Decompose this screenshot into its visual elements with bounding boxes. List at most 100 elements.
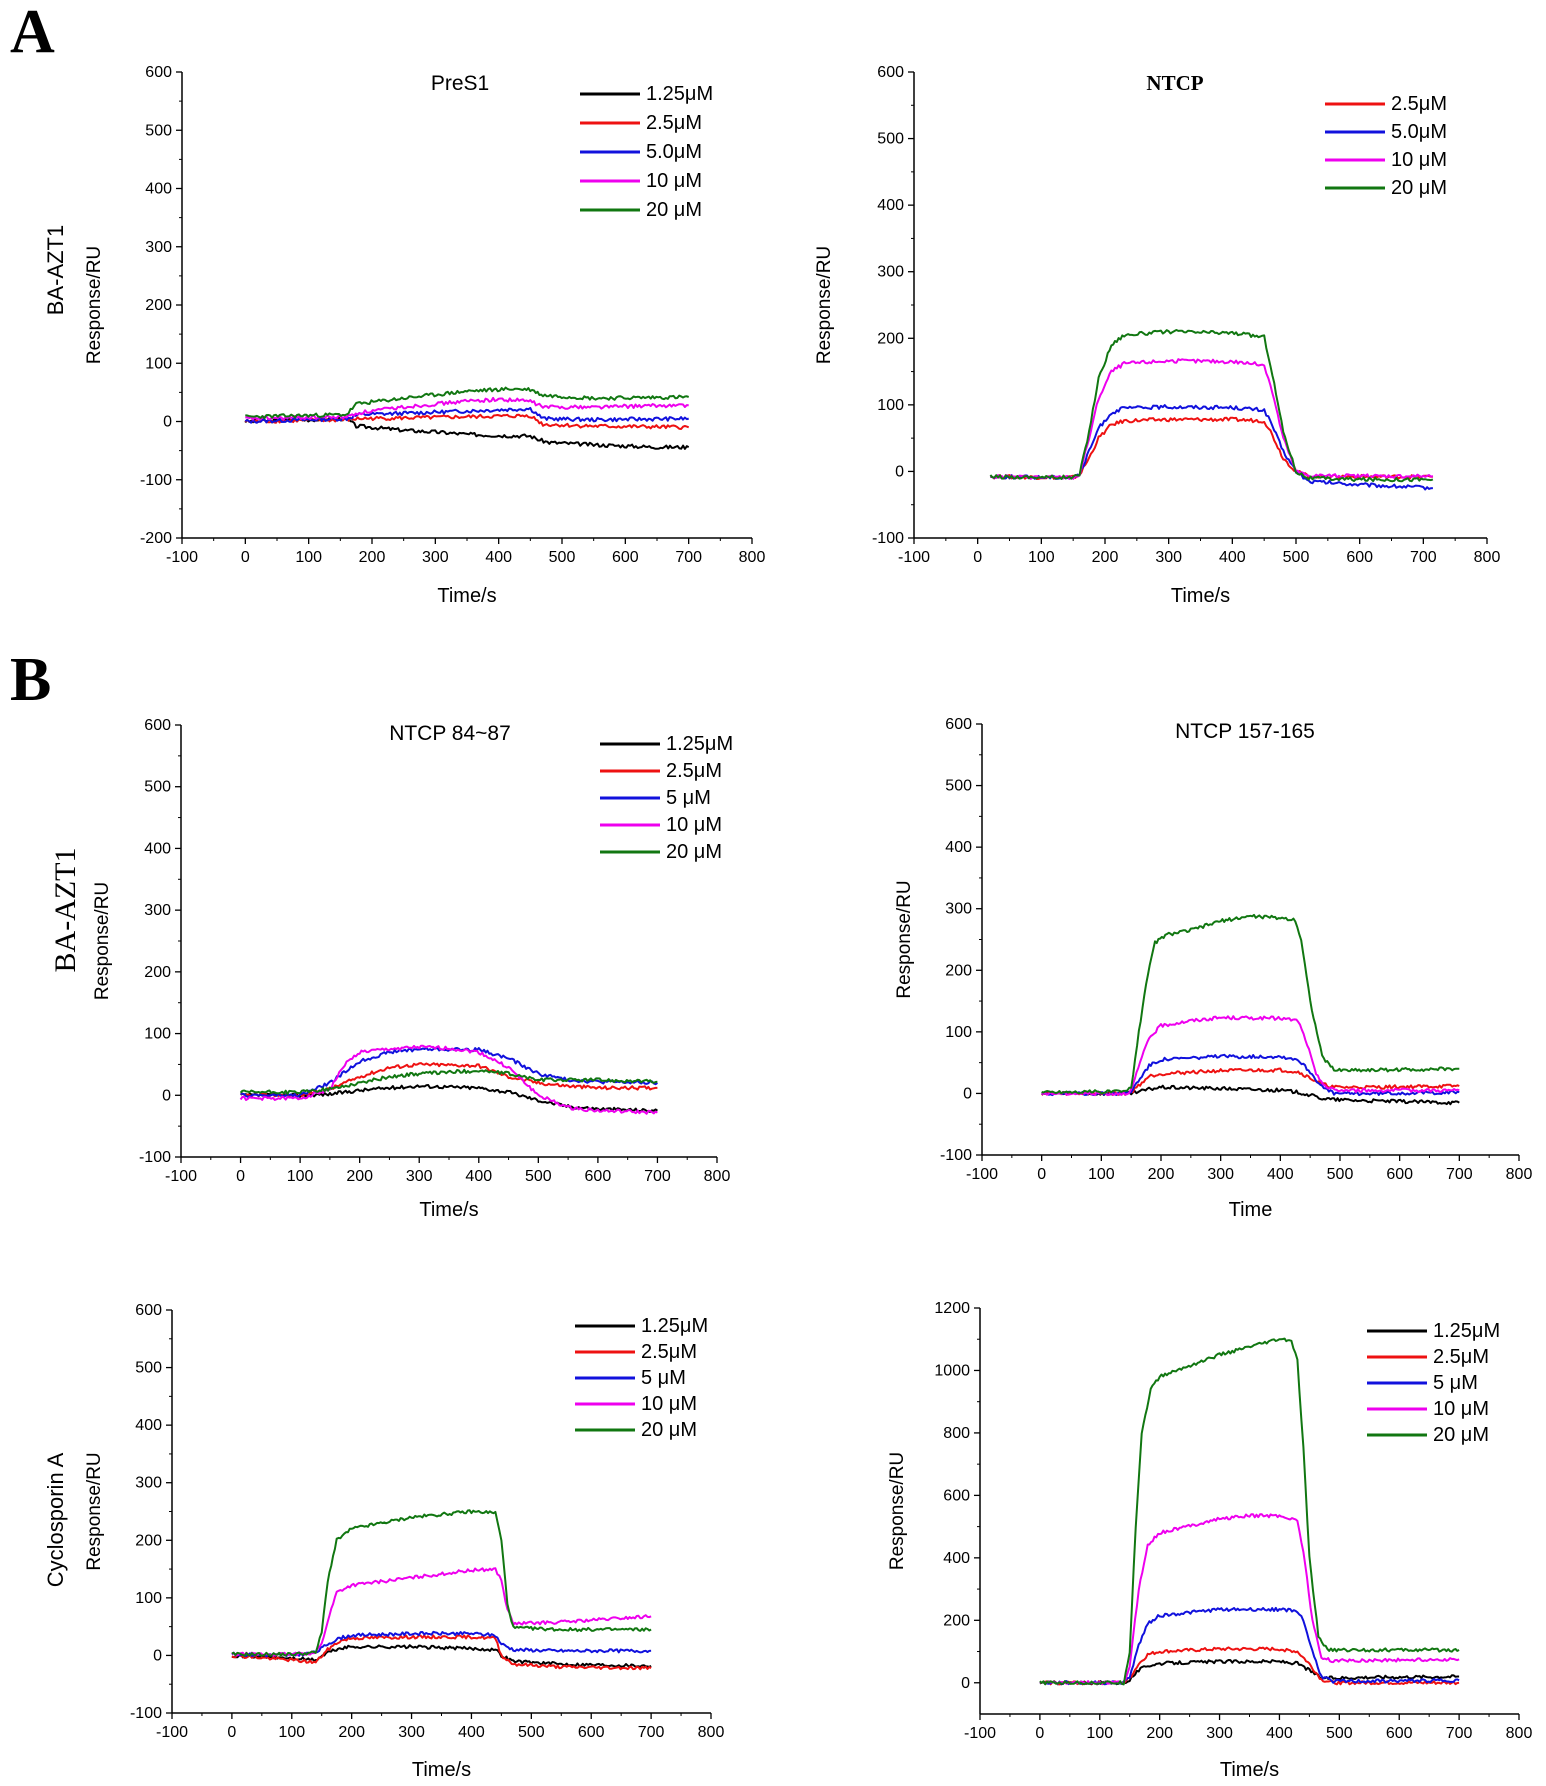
x-tick-label: 800 <box>1506 1166 1533 1183</box>
legend-entry: 2.5μM <box>646 112 702 134</box>
chart-ntcp: -100 0 100 200 300 400 500 600 700 800 -100 0 100 200… <box>814 64 1500 607</box>
y-tick-label: -100 <box>872 530 904 547</box>
x-tick-label: 500 <box>1327 1166 1354 1183</box>
series-line <box>240 1084 658 1113</box>
x-tick-label: 400 <box>1219 549 1246 566</box>
panel-letter-a: A <box>10 0 55 66</box>
x-tick-label: 600 <box>612 549 639 566</box>
series-line <box>231 1509 652 1657</box>
series-line <box>1039 1337 1460 1686</box>
series-line <box>990 416 1433 480</box>
y-tick-label: 500 <box>144 779 171 796</box>
x-tick-label: 300 <box>1207 1166 1234 1183</box>
series-line <box>1039 1646 1460 1686</box>
y-tick-label: 800 <box>943 1425 970 1442</box>
x-tick-label: 200 <box>338 1724 365 1741</box>
legend-entry: 2.5μM <box>666 760 722 782</box>
y-tick-label: 600 <box>145 64 172 81</box>
x-tick-label: -100 <box>165 1168 197 1185</box>
x-axis-title: Time/s <box>437 585 496 607</box>
legend-entry: 10 μM <box>1433 1398 1489 1420</box>
y-tick-label: 200 <box>943 1612 970 1629</box>
y-tick-label: 400 <box>943 1550 970 1567</box>
x-tick-label: 800 <box>739 549 766 566</box>
y-axis-title: Response/RU <box>887 1452 908 1570</box>
x-tick-label: 700 <box>644 1168 671 1185</box>
y-tick-label: 600 <box>144 717 171 734</box>
y-tick-label: 300 <box>144 902 171 919</box>
x-tick-label: 800 <box>1474 549 1501 566</box>
y-tick-label: 100 <box>877 397 904 414</box>
chart-pres1: -100 0 100 200 300 400 500 600 700 800 -200 -100 0 10… <box>84 64 765 607</box>
y-axis-title: Response/RU <box>814 246 835 364</box>
x-tick-label: 100 <box>278 1724 305 1741</box>
y-tick-label: -100 <box>130 1705 162 1722</box>
y-tick-label: 500 <box>135 1360 162 1377</box>
x-tick-label: 200 <box>359 549 386 566</box>
x-tick-label: 100 <box>287 1168 314 1185</box>
x-tick-label: 0 <box>227 1724 236 1741</box>
y-tick-label: 300 <box>145 239 172 256</box>
legend-entry: 2.5μM <box>641 1341 697 1363</box>
y-tick-label: 400 <box>945 839 972 856</box>
y-tick-label: 0 <box>153 1647 162 1664</box>
chart-cyclosporin-a-left: -100 0 100 200 300 400 500 600 700 800 -100 0 100 200… <box>84 1302 724 1781</box>
x-tick-label: 500 <box>1326 1725 1353 1742</box>
y-tick-label: 500 <box>145 122 172 139</box>
legend-entry: 1.25μM <box>1433 1320 1500 1342</box>
y-tick-label: 0 <box>963 1085 972 1102</box>
series-line <box>1041 1067 1460 1096</box>
series-line <box>1041 1053 1460 1097</box>
chart-title: PreS1 <box>431 72 489 95</box>
y-tick-label: 0 <box>961 1675 970 1692</box>
x-tick-label: 700 <box>1410 549 1437 566</box>
y-tick-label: 200 <box>145 297 172 314</box>
y-tick-label: 100 <box>945 1024 972 1041</box>
y-tick-label: 1200 <box>934 1300 970 1317</box>
series-line <box>244 416 690 450</box>
y-tick-label: 600 <box>135 1302 162 1319</box>
x-tick-label: 700 <box>1446 1725 1473 1742</box>
legend-entry: 20 μM <box>666 841 722 863</box>
x-tick-label: 300 <box>1206 1725 1233 1742</box>
chart-title: NTCP 157-165 <box>1175 720 1315 743</box>
x-tick-label: 500 <box>525 1168 552 1185</box>
series-line <box>1041 913 1460 1095</box>
legend-entry: 20 μM <box>646 199 702 221</box>
x-tick-label: -100 <box>166 549 198 566</box>
y-tick-label: -200 <box>140 530 172 547</box>
x-tick-label: 800 <box>704 1168 731 1185</box>
legend-entry: 10 μM <box>666 814 722 836</box>
x-tick-label: 500 <box>1283 549 1310 566</box>
y-axis-title: Response/RU <box>84 1452 105 1570</box>
x-tick-label: -100 <box>964 1725 996 1742</box>
x-tick-label: 0 <box>241 549 250 566</box>
y-tick-label: 100 <box>145 355 172 372</box>
y-axis-title: Response/RU <box>92 882 113 1000</box>
x-axis-title: Time/s <box>1220 1759 1279 1781</box>
y-tick-label: 600 <box>877 64 904 81</box>
y-tick-label: 400 <box>144 840 171 857</box>
x-tick-label: 700 <box>638 1724 665 1741</box>
legend-entry: 20 μM <box>1433 1424 1489 1446</box>
series-line <box>231 1567 652 1657</box>
y-tick-label: -100 <box>139 1149 171 1166</box>
row-label-a: BA-AZT1 <box>43 225 68 315</box>
x-axis-title: Time/s <box>419 1199 478 1221</box>
x-tick-label: 800 <box>698 1724 725 1741</box>
x-tick-label: 200 <box>1092 549 1119 566</box>
series-line <box>239 1044 658 1115</box>
x-tick-label: 400 <box>485 549 512 566</box>
series-line <box>1039 1606 1460 1686</box>
x-tick-label: 600 <box>1346 549 1373 566</box>
y-tick-label: 0 <box>895 463 904 480</box>
y-tick-label: 400 <box>135 1417 162 1434</box>
x-tick-label: 100 <box>1088 1166 1115 1183</box>
legend-entry: 20 μM <box>1391 177 1447 199</box>
x-tick-label: -100 <box>156 1724 188 1741</box>
legend-entry: 5 μM <box>1433 1372 1478 1394</box>
y-tick-label: 300 <box>135 1475 162 1492</box>
x-tick-label: 200 <box>1146 1725 1173 1742</box>
y-tick-label: 200 <box>877 330 904 347</box>
